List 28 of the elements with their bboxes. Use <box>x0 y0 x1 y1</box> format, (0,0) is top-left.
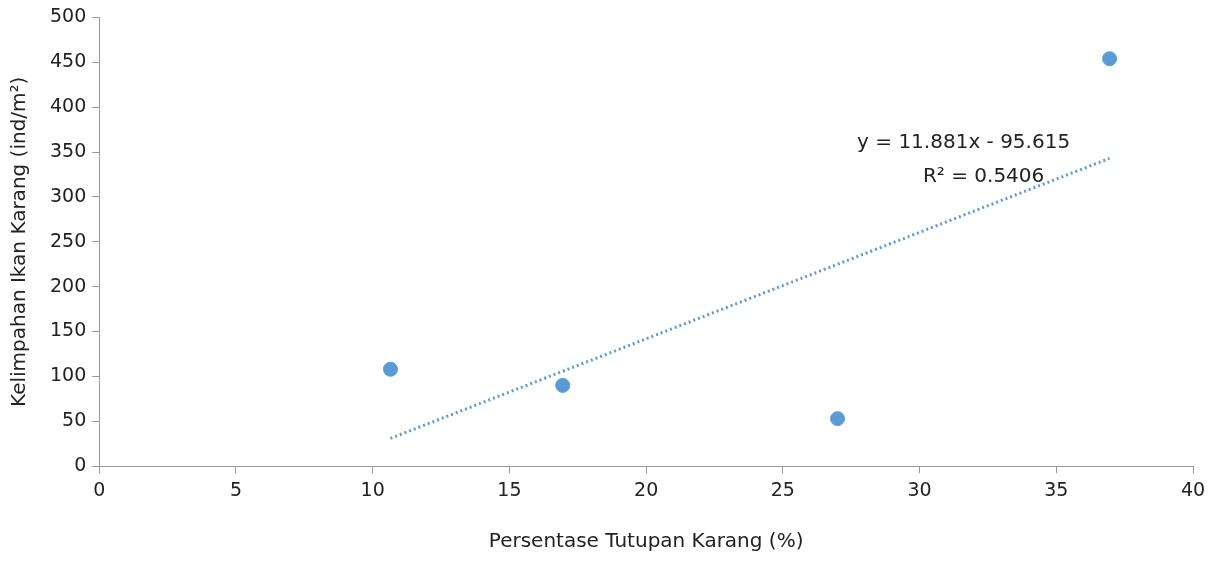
y-tick-label: 50 <box>62 408 87 431</box>
y-tick-label: 100 <box>50 363 87 386</box>
x-tick-label: 0 <box>93 477 106 500</box>
y-tick-label: 150 <box>50 318 87 341</box>
x-tick-label: 25 <box>770 477 795 500</box>
x-tick-label: 30 <box>907 477 932 500</box>
x-tick-label: 35 <box>1044 477 1069 500</box>
annotation: y = 11.881x - 95.615 <box>857 128 1071 153</box>
y-tick-label: 350 <box>50 138 87 161</box>
x-tick-label: 20 <box>634 477 659 500</box>
y-tick-label: 300 <box>50 183 87 206</box>
annotation: R² = 0.5406 <box>922 162 1045 187</box>
y-tick-label: 0 <box>74 453 87 476</box>
y-axis-title: Kelimpahan Ikan Karang (ind/m²) <box>6 76 31 407</box>
y-tick-label: 500 <box>50 4 87 27</box>
y-tick-label: 400 <box>50 94 87 117</box>
point <box>382 361 398 377</box>
x-tick-label: 40 <box>1180 477 1206 500</box>
point <box>555 377 571 393</box>
y-tick-label: 200 <box>50 273 87 296</box>
point <box>1102 51 1118 67</box>
y-tick-label: 250 <box>50 228 87 251</box>
x-axis-title: Persentase Tutupan Karang (%) <box>488 528 804 553</box>
x-tick-label: 10 <box>360 477 385 500</box>
point <box>830 411 846 427</box>
y-tick-label: 450 <box>50 49 87 72</box>
x-tick-label: 5 <box>229 477 243 500</box>
x-tick-label: 15 <box>497 477 522 500</box>
